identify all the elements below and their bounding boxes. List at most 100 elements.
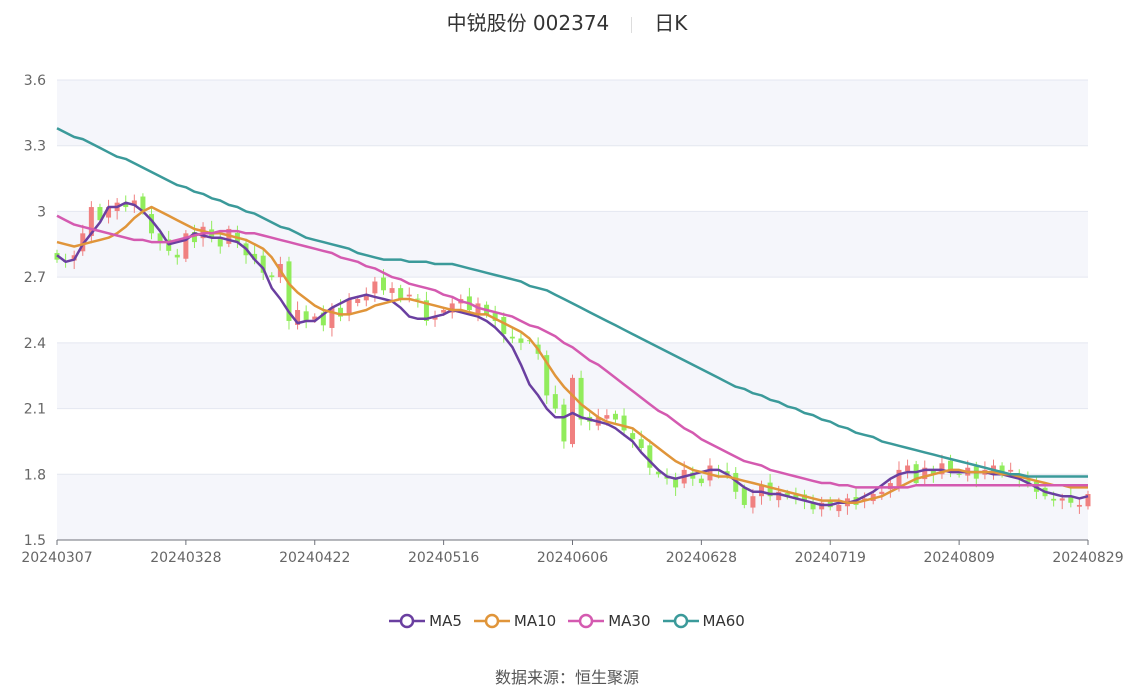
candle-body bbox=[449, 303, 455, 313]
candle-body bbox=[269, 275, 275, 278]
y-tick-label: 3.3 bbox=[24, 139, 46, 155]
candle-body bbox=[441, 310, 447, 313]
candle-body bbox=[999, 465, 1005, 475]
candle-body bbox=[346, 299, 352, 314]
candle-body bbox=[363, 294, 369, 301]
data-source-label: 数据来源： bbox=[494, 668, 575, 687]
candle-body bbox=[174, 254, 180, 258]
legend-label: MA10 bbox=[513, 611, 557, 630]
candle-body bbox=[810, 503, 816, 510]
candle-body bbox=[329, 307, 335, 328]
y-tick-label: 1.8 bbox=[24, 467, 46, 483]
candle-body bbox=[389, 288, 395, 293]
legend-marker-circle bbox=[578, 613, 594, 628]
x-tick-label: 20240809 bbox=[923, 550, 994, 566]
legend-item-ma30[interactable]: MA30 bbox=[568, 611, 651, 630]
candle-body bbox=[612, 413, 618, 420]
legend-marker-circle bbox=[673, 613, 688, 628]
candle-body bbox=[260, 255, 266, 273]
candle-body bbox=[741, 487, 747, 505]
candle-body bbox=[647, 445, 653, 468]
candle-body bbox=[191, 232, 197, 243]
candle-body bbox=[252, 253, 258, 260]
x-tick-label: 20240719 bbox=[795, 550, 866, 566]
candle-body bbox=[767, 482, 773, 497]
candle-body bbox=[776, 491, 782, 501]
candle-body bbox=[905, 465, 911, 472]
candle-body bbox=[913, 464, 919, 484]
y-tick-label: 2.4 bbox=[24, 336, 46, 352]
legend-marker bbox=[473, 613, 510, 628]
candle-body bbox=[380, 277, 386, 291]
candle-body bbox=[509, 336, 515, 339]
x-tick-label: 20240307 bbox=[21, 550, 92, 566]
ma-line-ma5 bbox=[56, 201, 1089, 507]
legend-item-ma5[interactable]: MA5 bbox=[389, 611, 462, 630]
candle-body bbox=[1085, 494, 1091, 507]
ma-line-ma10 bbox=[56, 205, 1088, 505]
candle-body bbox=[956, 473, 962, 475]
candlestick-chart: 3.63.332.72.42.11.81.5 20240307 20240328 2… bbox=[21, 73, 1123, 566]
candle-body bbox=[432, 316, 438, 320]
stock-name-code: 中锐股份 002374 bbox=[446, 11, 610, 35]
candle-body bbox=[552, 394, 558, 409]
candle-body bbox=[690, 472, 696, 479]
grid-lines bbox=[57, 79, 1088, 475]
candle-body bbox=[793, 494, 799, 499]
candle-body bbox=[1008, 469, 1014, 472]
candle-body bbox=[131, 200, 137, 206]
candle-body bbox=[930, 470, 936, 475]
candle-body bbox=[423, 300, 429, 321]
candle-body bbox=[673, 477, 679, 488]
candle-body bbox=[948, 460, 954, 470]
candle-body bbox=[338, 307, 344, 317]
candle-body bbox=[604, 415, 610, 419]
candle-body bbox=[312, 316, 318, 320]
candle-body bbox=[286, 261, 292, 321]
candle-body bbox=[801, 494, 807, 501]
candle-body bbox=[1051, 498, 1057, 501]
candle-body bbox=[217, 237, 223, 247]
candle-body bbox=[527, 340, 533, 342]
candle-body bbox=[492, 313, 498, 321]
candle-body bbox=[320, 312, 326, 326]
candle-body bbox=[922, 467, 928, 480]
legend-item-ma60[interactable]: MA60 bbox=[662, 611, 745, 630]
candle-body bbox=[698, 478, 704, 484]
candle-body bbox=[88, 207, 94, 236]
y-tick-label: 2.1 bbox=[24, 402, 46, 418]
candle-body bbox=[836, 504, 842, 512]
candle-body bbox=[183, 233, 189, 259]
y-tick-label: 1.5 bbox=[24, 533, 46, 549]
candle-body bbox=[157, 233, 163, 243]
candle-body bbox=[827, 500, 833, 508]
y-tick-label: 3 bbox=[37, 204, 46, 220]
candle-body bbox=[750, 496, 756, 508]
y-axis-ticks: 3.6 3.3 3 2.7 2.4 2.1 1.8 1.5 bbox=[24, 73, 46, 549]
candle-body bbox=[1059, 498, 1065, 501]
legend-item-ma10[interactable]: MA10 bbox=[473, 611, 557, 630]
x-tick-label: 20240606 bbox=[537, 550, 608, 566]
candle-body bbox=[570, 377, 575, 445]
ma-line-ma60 bbox=[56, 127, 1088, 478]
candle-body bbox=[655, 471, 661, 475]
candle-body bbox=[303, 311, 309, 321]
candle-body bbox=[561, 404, 567, 442]
candle-body bbox=[355, 299, 361, 303]
candle-body bbox=[1025, 479, 1031, 484]
legend-label: MA30 bbox=[608, 611, 651, 630]
candle-body bbox=[106, 207, 112, 218]
period-label: 日K bbox=[654, 11, 688, 35]
candle-body bbox=[518, 338, 524, 343]
candle-body bbox=[630, 433, 636, 440]
candle-body bbox=[149, 214, 155, 234]
candle-body bbox=[372, 281, 378, 294]
legend-marker bbox=[568, 613, 605, 628]
moving-average-lines bbox=[56, 127, 1089, 507]
candle-body bbox=[501, 317, 507, 335]
data-source-name: 恒生聚源 bbox=[575, 668, 640, 687]
candle-body bbox=[887, 483, 893, 490]
candle-body bbox=[1068, 495, 1074, 503]
candle-body bbox=[879, 491, 885, 494]
candle-body bbox=[406, 294, 412, 297]
